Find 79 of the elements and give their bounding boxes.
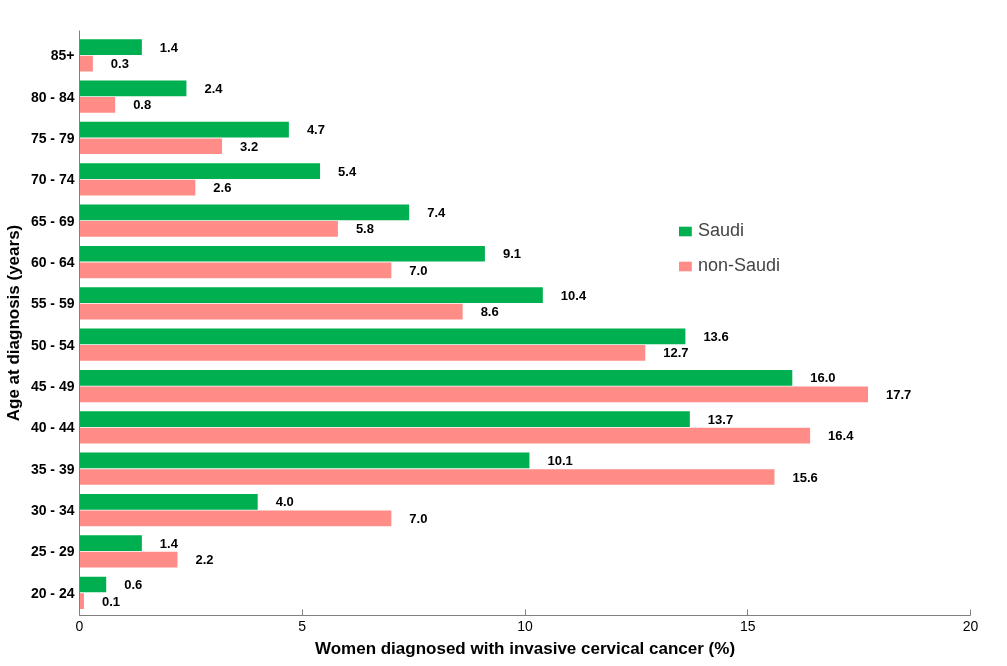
bar bbox=[79, 97, 116, 113]
y-axis-title: Age at diagnosis (years) bbox=[3, 224, 23, 422]
y-tick-label: 65 - 69 bbox=[30, 212, 75, 229]
data-label: 3.2 bbox=[240, 138, 259, 154]
data-label: 9.1 bbox=[502, 246, 521, 262]
bar bbox=[79, 204, 410, 221]
x-axis-title: Women diagnosed with invasive cervical cancer (%) bbox=[314, 638, 736, 658]
data-label: 15.6 bbox=[792, 469, 818, 485]
y-tick-label: 25 - 29 bbox=[30, 543, 75, 560]
x-tick-label: 10 bbox=[517, 617, 533, 634]
bar bbox=[79, 39, 142, 55]
data-label: 4.0 bbox=[275, 494, 294, 510]
y-tick-label: 55 - 59 bbox=[30, 295, 75, 312]
data-label: 1.4 bbox=[159, 535, 179, 551]
data-label: 8.6 bbox=[480, 304, 499, 320]
data-label: 12.7 bbox=[663, 345, 689, 361]
data-label: 7.0 bbox=[409, 262, 428, 278]
data-label: 2.2 bbox=[195, 552, 214, 568]
bar bbox=[79, 369, 793, 386]
data-label: 0.8 bbox=[133, 97, 152, 113]
data-label: 10.4 bbox=[560, 287, 587, 303]
bar bbox=[79, 593, 84, 609]
y-tick-label: 40 - 44 bbox=[30, 419, 75, 436]
data-label: 16.4 bbox=[828, 428, 855, 444]
bar bbox=[79, 452, 530, 469]
data-label: 13.7 bbox=[707, 411, 734, 427]
data-label: 1.4 bbox=[159, 39, 179, 55]
data-label: 5.8 bbox=[355, 221, 374, 237]
y-tick-label: 60 - 64 bbox=[30, 254, 75, 271]
bar bbox=[79, 576, 107, 593]
y-tick-label: 70 - 74 bbox=[30, 171, 75, 188]
x-tick-label: 15 bbox=[739, 617, 756, 634]
y-tick-label: 50 - 54 bbox=[30, 336, 75, 353]
data-label: 0.3 bbox=[110, 56, 129, 72]
bar bbox=[79, 427, 811, 444]
data-label: 13.6 bbox=[703, 328, 729, 344]
bar bbox=[79, 551, 178, 568]
y-tick-label: 35 - 39 bbox=[30, 460, 75, 477]
y-tick-label: 85+ bbox=[50, 47, 75, 64]
bar bbox=[79, 262, 392, 279]
bar bbox=[79, 493, 258, 510]
data-label: 0.6 bbox=[124, 576, 143, 592]
bar bbox=[79, 179, 196, 196]
y-tick-label: 20 - 24 bbox=[30, 584, 75, 601]
bar bbox=[79, 80, 187, 97]
bar bbox=[79, 121, 289, 138]
data-label: 2.4 bbox=[204, 80, 224, 96]
legend-label: Saudi bbox=[697, 220, 744, 241]
x-tick-label: 20 bbox=[962, 617, 979, 634]
bar bbox=[79, 510, 392, 527]
y-tick-label: 45 - 49 bbox=[30, 378, 75, 395]
data-label: 7.4 bbox=[427, 204, 447, 220]
legend-label: non-Saudi bbox=[697, 255, 780, 276]
data-label: 17.7 bbox=[886, 386, 912, 402]
data-label: 16.0 bbox=[810, 370, 836, 386]
bar bbox=[79, 469, 775, 485]
bar bbox=[79, 221, 338, 237]
bar bbox=[79, 55, 93, 72]
x-tick-label: 0 bbox=[75, 617, 84, 634]
data-label: 5.4 bbox=[338, 163, 357, 179]
data-label: 0.1 bbox=[101, 593, 121, 609]
bar bbox=[79, 535, 142, 552]
bar bbox=[79, 303, 463, 320]
y-tick-label: 80 - 84 bbox=[30, 88, 75, 105]
y-tick-label: 30 - 34 bbox=[30, 502, 75, 519]
bar bbox=[79, 411, 690, 427]
y-tick-label: 75 - 79 bbox=[30, 129, 75, 146]
data-label: 4.7 bbox=[306, 122, 325, 138]
bar bbox=[79, 245, 485, 262]
bar bbox=[79, 345, 646, 361]
data-label: 7.0 bbox=[409, 510, 428, 526]
data-label: 10.1 bbox=[547, 452, 573, 468]
bar bbox=[79, 386, 869, 403]
bar bbox=[79, 287, 543, 303]
bar bbox=[79, 163, 321, 179]
x-tick-label: 5 bbox=[298, 617, 307, 634]
data-label: 2.6 bbox=[213, 180, 232, 196]
bar bbox=[79, 138, 223, 155]
bar bbox=[79, 328, 686, 345]
